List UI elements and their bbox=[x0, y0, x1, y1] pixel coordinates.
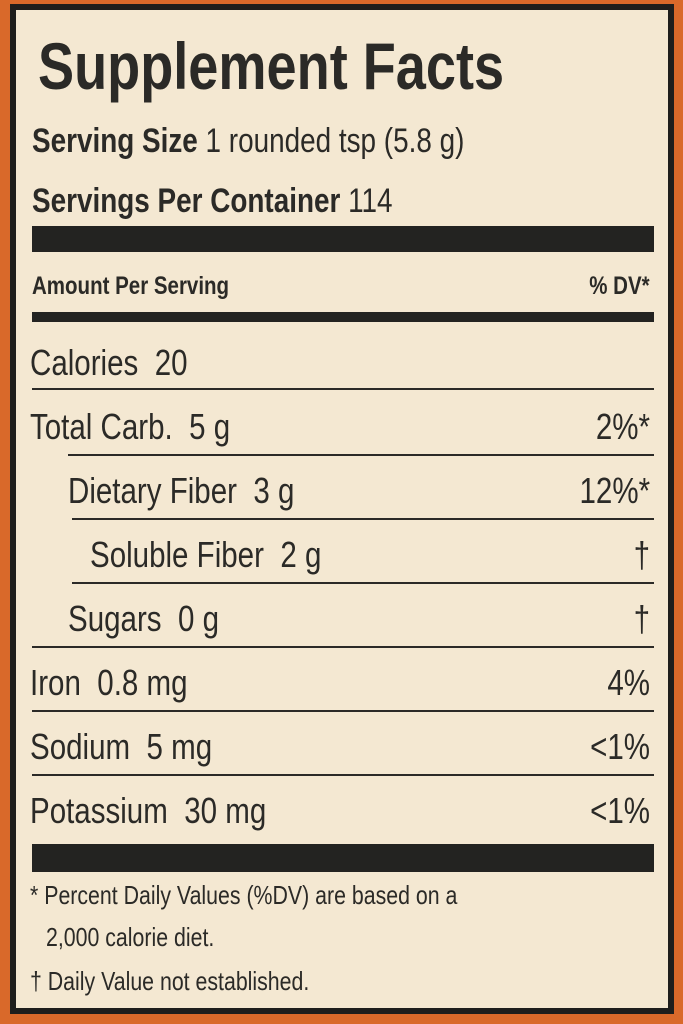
thick-divider bbox=[32, 226, 654, 252]
nutrient-dv: <1% bbox=[590, 726, 650, 767]
nutrient-dv: <1% bbox=[590, 790, 650, 831]
footnote-percent-dv-line2: 2,000 calorie diet. bbox=[46, 922, 215, 952]
nutrient-amount: 3 g bbox=[253, 470, 295, 511]
nutrient-amount: 0 g bbox=[177, 598, 219, 639]
nutrient-row-total-carb: Total Carb. 5 g bbox=[30, 406, 230, 448]
nutrient-amount: 5 g bbox=[189, 406, 231, 447]
nutrient-row-sodium: Sodium 5 mg bbox=[30, 726, 212, 768]
nutrient-amount: 30 mg bbox=[184, 790, 267, 831]
nutrient-dv: † bbox=[633, 598, 650, 639]
servings-per-container-label: Servings Per Container bbox=[32, 182, 341, 220]
row-divider bbox=[32, 388, 654, 390]
serving-size: Serving Size 1 rounded tsp (5.8 g) bbox=[32, 122, 464, 161]
serving-size-value: 1 rounded tsp (5.8 g) bbox=[205, 122, 465, 160]
nutrient-row-soluble-fiber: Soluble Fiber 2 g bbox=[90, 534, 321, 576]
row-divider bbox=[32, 646, 654, 648]
nutrient-amount: 5 mg bbox=[146, 726, 213, 767]
row-divider bbox=[68, 454, 654, 456]
nutrient-name: Soluble Fiber bbox=[90, 534, 264, 575]
nutrient-name: Potassium bbox=[30, 790, 168, 831]
nutrient-row-potassium: Potassium 30 mg bbox=[30, 790, 266, 832]
dv-header: % DV* bbox=[589, 272, 650, 300]
nutrient-amount: 0.8 mg bbox=[97, 662, 188, 703]
row-divider bbox=[32, 774, 654, 776]
nutrient-dv: † bbox=[633, 534, 650, 575]
nutrient-row-iron: Iron 0.8 mg bbox=[30, 662, 188, 704]
panel-title: Supplement Facts bbox=[38, 29, 505, 103]
nutrient-dv: 12%* bbox=[579, 470, 650, 511]
row-divider bbox=[72, 518, 654, 520]
nutrient-amount: 2 g bbox=[280, 534, 322, 575]
nutrient-row-dietary-fiber: Dietary Fiber 3 g bbox=[68, 470, 294, 512]
nutrient-name: Sodium bbox=[30, 726, 131, 767]
nutrient-name: Total Carb. bbox=[30, 406, 173, 447]
serving-size-label: Serving Size bbox=[32, 122, 198, 160]
nutrient-row-calories: Calories 20 bbox=[30, 342, 188, 384]
footnote-percent-dv-line1: * Percent Daily Values (%DV) are based o… bbox=[30, 880, 458, 910]
servings-per-container: Servings Per Container 114 bbox=[32, 182, 393, 221]
nutrient-amount: 20 bbox=[154, 342, 188, 383]
nutrient-dv: 2%* bbox=[595, 406, 650, 447]
nutrient-row-sugars: Sugars 0 g bbox=[68, 598, 219, 640]
supplement-facts-panel: Supplement Facts Serving Size 1 rounded … bbox=[10, 4, 674, 1014]
nutrient-name: Iron bbox=[30, 662, 81, 703]
servings-per-container-value: 114 bbox=[348, 182, 393, 220]
nutrient-name: Dietary Fiber bbox=[68, 470, 237, 511]
medium-divider bbox=[32, 312, 654, 322]
nutrient-name: Calories bbox=[30, 342, 139, 383]
amount-per-serving-label: Amount Per Serving bbox=[32, 272, 230, 300]
thick-divider-bottom bbox=[32, 844, 654, 872]
footnote-dagger: † Daily Value not established. bbox=[30, 966, 310, 996]
nutrient-dv: 4% bbox=[607, 662, 650, 703]
nutrient-name: Sugars bbox=[68, 598, 162, 639]
row-divider bbox=[32, 710, 654, 712]
row-divider bbox=[72, 582, 654, 584]
